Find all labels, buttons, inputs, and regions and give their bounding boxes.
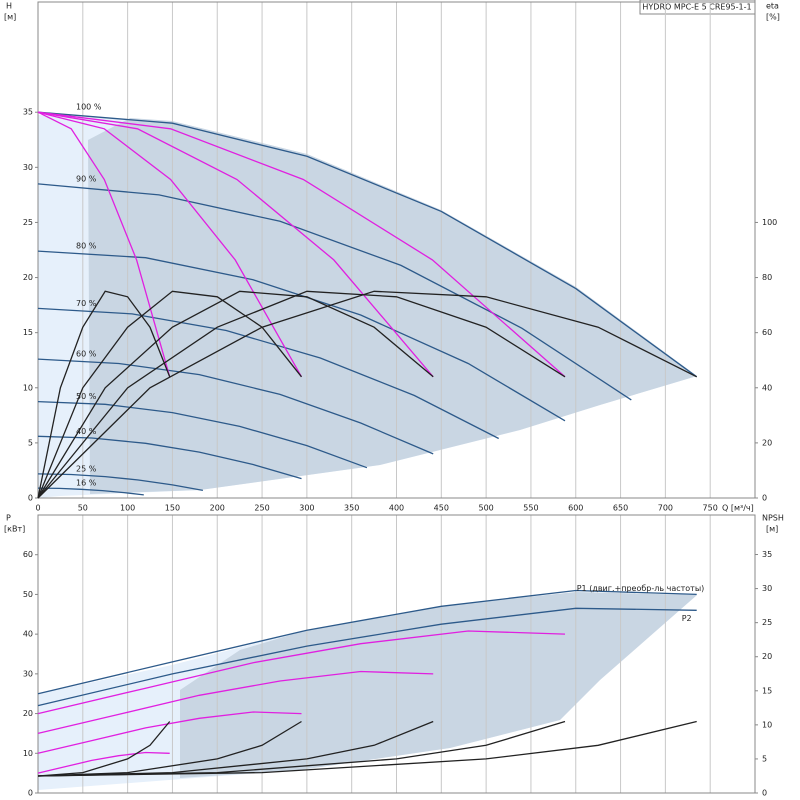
series-line (37, 435, 302, 480)
x-tick-label: 650 (613, 504, 628, 513)
y2-tick-label: 25 (762, 618, 772, 627)
y2-tick-label: 15 (762, 686, 772, 695)
y-tick-label: 0 (28, 494, 33, 503)
y2-axis-unit: [м] (766, 525, 778, 534)
series-line (37, 290, 171, 499)
y2-tick-label: 30 (762, 584, 772, 593)
series-line (37, 183, 632, 401)
series-line (37, 607, 697, 707)
x-tick-label: 250 (254, 504, 269, 513)
x-tick-label: 50 (78, 504, 88, 513)
series-line (37, 589, 697, 695)
y-tick-label: 30 (23, 163, 33, 172)
y-tick-label: 35 (23, 108, 33, 117)
y2-axis-label: NPSH (762, 514, 784, 523)
series-line (37, 473, 204, 492)
y-tick-label: 20 (23, 709, 33, 718)
series-line (37, 307, 499, 440)
series-line (37, 487, 144, 496)
curve-label: 60 % (76, 350, 97, 359)
y2-tick-label: 10 (762, 720, 772, 729)
series-line (37, 111, 171, 377)
y-axis-unit: [кВт] (4, 525, 25, 534)
y-tick-label: 10 (23, 383, 33, 392)
series-line (37, 720, 697, 777)
x-tick-label: 500 (478, 504, 493, 513)
series-line (37, 111, 434, 378)
curve-label: 40 % (76, 427, 97, 436)
series-line (37, 290, 697, 499)
curve-label: 80 % (76, 242, 97, 251)
y-axis-label: P (6, 514, 11, 523)
y-tick-label: 0 (28, 789, 33, 798)
curve-label: 16 % (76, 479, 97, 488)
x-tick-label: 550 (523, 504, 538, 513)
y-tick-label: 50 (23, 590, 33, 599)
y2-tick-label: 40 (762, 383, 772, 392)
curve-label: 90 % (76, 174, 97, 183)
y-tick-label: 25 (23, 218, 33, 227)
y-tick-label: 30 (23, 669, 33, 678)
y2-tick-label: 0 (762, 789, 767, 798)
y2-axis-label: eta (766, 2, 779, 11)
y2-tick-label: 0 (762, 494, 767, 503)
y2-tick-label: 20 (762, 652, 772, 661)
series-line (37, 290, 566, 499)
x-tick-label: 750 (703, 504, 718, 513)
series-line (37, 111, 566, 378)
series-line (37, 711, 302, 754)
x-tick-label: 300 (299, 504, 314, 513)
y2-tick-label: 80 (762, 273, 772, 282)
y2-tick-label: 5 (762, 754, 767, 763)
y-tick-label: 15 (23, 328, 33, 337)
x-tick-label: 100 (120, 504, 135, 513)
y-axis-label: H (6, 2, 12, 11)
curve-label: 70 % (76, 299, 97, 308)
x-tick-label: 450 (434, 504, 449, 513)
y-tick-label: 10 (23, 749, 33, 758)
x-tick-label: 0 (35, 504, 40, 513)
curve-label: 100 % (76, 103, 102, 112)
curve-label: 25 % (76, 464, 97, 473)
curve-label: P2 (682, 614, 692, 623)
series-line (37, 751, 170, 774)
y2-tick-label: 100 (762, 218, 777, 227)
series-line (37, 630, 566, 715)
series-line (37, 290, 434, 499)
x-tick-label: 600 (568, 504, 583, 513)
x-tick-label: 200 (210, 504, 225, 513)
y-tick-label: 60 (23, 550, 33, 559)
x-tick-label: 700 (658, 504, 673, 513)
y2-axis-unit: [%] (766, 13, 780, 22)
x-tick-label: 150 (165, 504, 180, 513)
series-line (37, 670, 434, 735)
series-line (37, 358, 434, 455)
series-line (37, 400, 368, 469)
y2-tick-label: 60 (762, 328, 772, 337)
plot-frame (37, 514, 756, 794)
x-tick-label: 400 (389, 504, 404, 513)
series-line (37, 111, 303, 378)
series-line (37, 111, 698, 378)
y-tick-label: 40 (23, 630, 33, 639)
plot-frame (37, 1, 756, 499)
operating-area (180, 592, 697, 778)
operating-area (88, 118, 697, 494)
x-axis-label: Q [м³/ч] (722, 504, 754, 513)
series-line (37, 721, 171, 777)
chart-title: HYDRO MPC-E 5 CRE95-1-1 (642, 3, 751, 12)
x-tick-label: 350 (344, 504, 359, 513)
y-axis-unit: [м] (4, 13, 16, 22)
y2-tick-label: 35 (762, 550, 772, 559)
series-line (37, 720, 302, 777)
y-tick-label: 5 (28, 438, 33, 447)
y-tick-label: 20 (23, 273, 33, 282)
curve-label: 50 % (76, 392, 97, 401)
y2-tick-label: 20 (762, 438, 772, 447)
curve-label: P1 (двиг.+преобр-ль частоты) (577, 584, 705, 593)
